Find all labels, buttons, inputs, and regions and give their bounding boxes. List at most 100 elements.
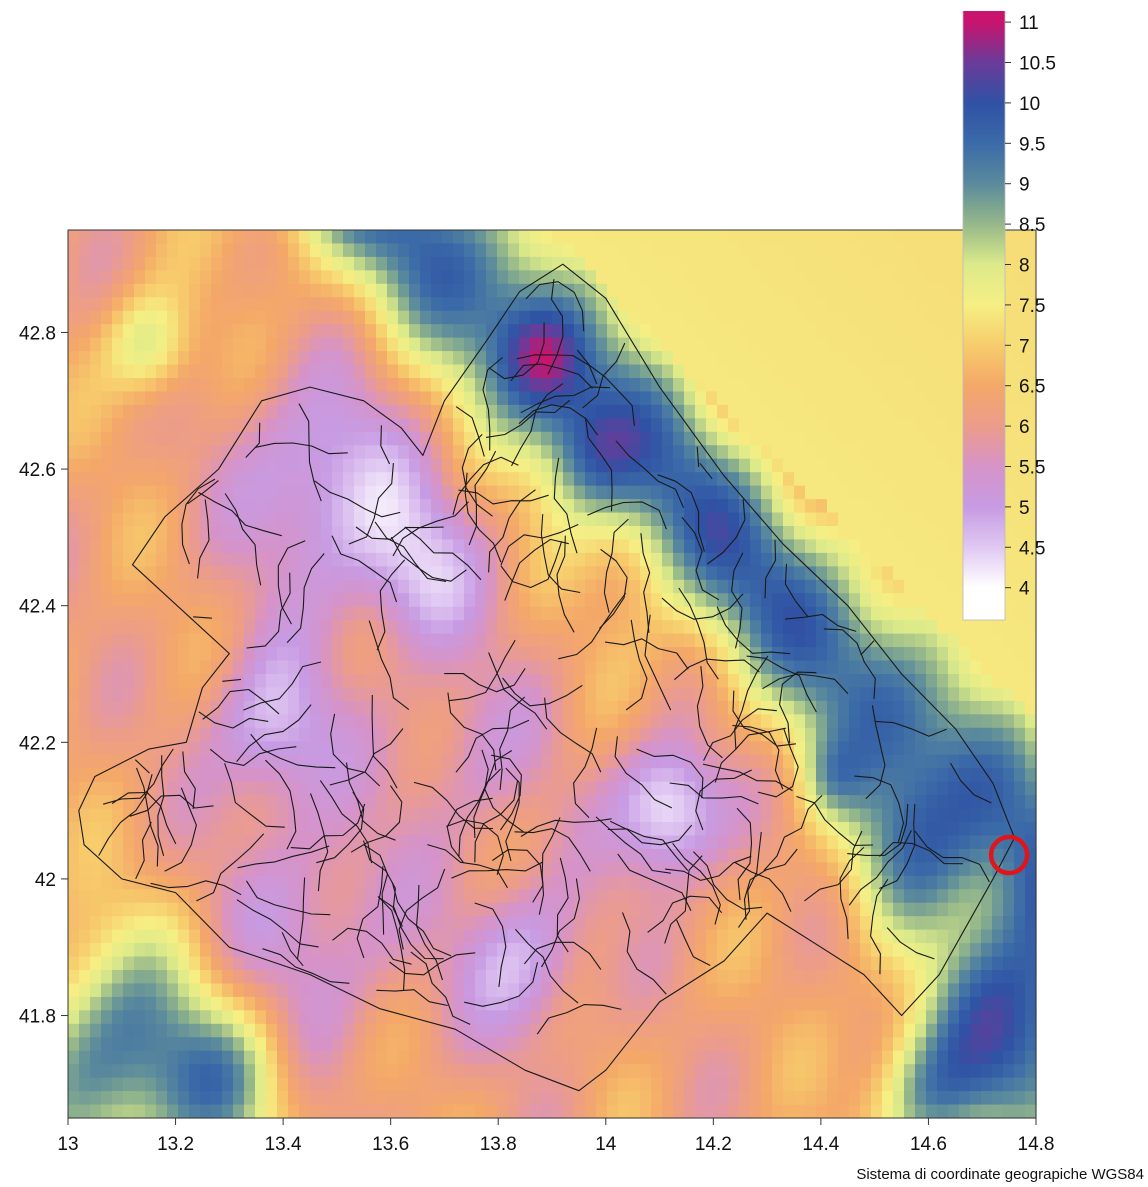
raster-cell — [398, 754, 410, 769]
raster-cell — [783, 593, 795, 608]
raster-cell — [409, 929, 421, 944]
raster-cell — [178, 445, 190, 460]
raster-cell — [596, 835, 608, 850]
raster-cell — [607, 552, 619, 567]
raster-cell — [288, 593, 300, 608]
raster-cell — [739, 593, 751, 608]
raster-cell — [453, 875, 465, 890]
raster-cell — [310, 835, 322, 850]
raster-cell — [728, 297, 740, 312]
raster-cell — [453, 270, 465, 285]
raster-cell — [299, 647, 311, 662]
raster-cell — [299, 391, 311, 406]
raster-cell — [442, 862, 454, 877]
raster-cell — [772, 310, 784, 325]
raster-cell — [926, 633, 938, 648]
raster-cell — [959, 862, 971, 877]
raster-cell — [783, 943, 795, 958]
raster-cell — [1014, 620, 1026, 635]
raster-cell — [310, 351, 322, 366]
raster-cell — [937, 687, 949, 702]
raster-cell — [79, 499, 91, 514]
raster-cell — [805, 687, 817, 702]
raster-cell — [508, 418, 520, 433]
raster-cell — [475, 364, 487, 379]
raster-cell — [200, 566, 212, 581]
raster-cell — [211, 351, 223, 366]
raster-cell — [794, 929, 806, 944]
raster-cell — [464, 741, 476, 756]
raster-cell — [211, 633, 223, 648]
raster-cell — [464, 633, 476, 648]
raster-cell — [805, 337, 817, 352]
raster-cell — [365, 499, 377, 514]
raster-cell — [849, 539, 861, 554]
raster-cell — [497, 526, 509, 541]
raster-cell — [860, 337, 872, 352]
raster-cell — [629, 970, 641, 985]
raster-cell — [321, 687, 333, 702]
raster-cell — [387, 230, 399, 245]
raster-cell — [475, 956, 487, 971]
raster-cell — [717, 283, 729, 298]
raster-cell — [112, 539, 124, 554]
raster-cell — [563, 848, 575, 863]
raster-cell — [475, 458, 487, 473]
raster-cell — [739, 230, 751, 245]
raster-cell — [486, 230, 498, 245]
raster-cell — [673, 418, 685, 433]
raster-cell — [838, 364, 850, 379]
raster-cell — [409, 445, 421, 460]
raster-cell — [728, 230, 740, 245]
raster-cell — [805, 902, 817, 917]
raster-cell — [497, 566, 509, 581]
raster-cell — [838, 512, 850, 527]
raster-cell — [849, 526, 861, 541]
raster-cell — [662, 700, 674, 715]
raster-cell — [948, 499, 960, 514]
raster-cell — [695, 808, 707, 823]
raster-cell — [453, 283, 465, 298]
raster-cell — [783, 902, 795, 917]
raster-cell — [233, 970, 245, 985]
raster-cell — [739, 337, 751, 352]
raster-cell — [805, 552, 817, 567]
raster-cell — [860, 848, 872, 863]
raster-cell — [321, 822, 333, 837]
raster-cell — [607, 364, 619, 379]
raster-cell — [607, 970, 619, 985]
raster-cell — [805, 512, 817, 527]
raster-cell — [112, 808, 124, 823]
raster-cell — [937, 902, 949, 917]
raster-cell — [453, 324, 465, 339]
raster-cell — [717, 822, 729, 837]
raster-cell — [794, 983, 806, 998]
raster-cell — [178, 431, 190, 446]
raster-cell — [552, 552, 564, 567]
raster-cell — [970, 727, 982, 742]
raster-cell — [79, 808, 91, 823]
raster-cell — [233, 364, 245, 379]
raster-cell — [673, 822, 685, 837]
raster-cell — [123, 404, 135, 419]
raster-cell — [530, 808, 542, 823]
raster-cell — [90, 983, 102, 998]
raster-cell — [926, 795, 938, 810]
raster-cell — [442, 983, 454, 998]
raster-cell — [750, 983, 762, 998]
raster-cell — [750, 391, 762, 406]
raster-cell — [871, 552, 883, 567]
raster-cell — [838, 633, 850, 648]
raster-cell — [277, 458, 289, 473]
raster-cell — [728, 243, 740, 258]
raster-cell — [79, 875, 91, 890]
raster-cell — [475, 297, 487, 312]
raster-cell — [1003, 700, 1015, 715]
raster-cell — [398, 283, 410, 298]
raster-cell — [409, 606, 421, 621]
raster-cell — [409, 862, 421, 877]
raster-cell — [937, 956, 949, 971]
raster-cell — [453, 418, 465, 433]
raster-cell — [189, 378, 201, 393]
raster-cell — [937, 485, 949, 500]
